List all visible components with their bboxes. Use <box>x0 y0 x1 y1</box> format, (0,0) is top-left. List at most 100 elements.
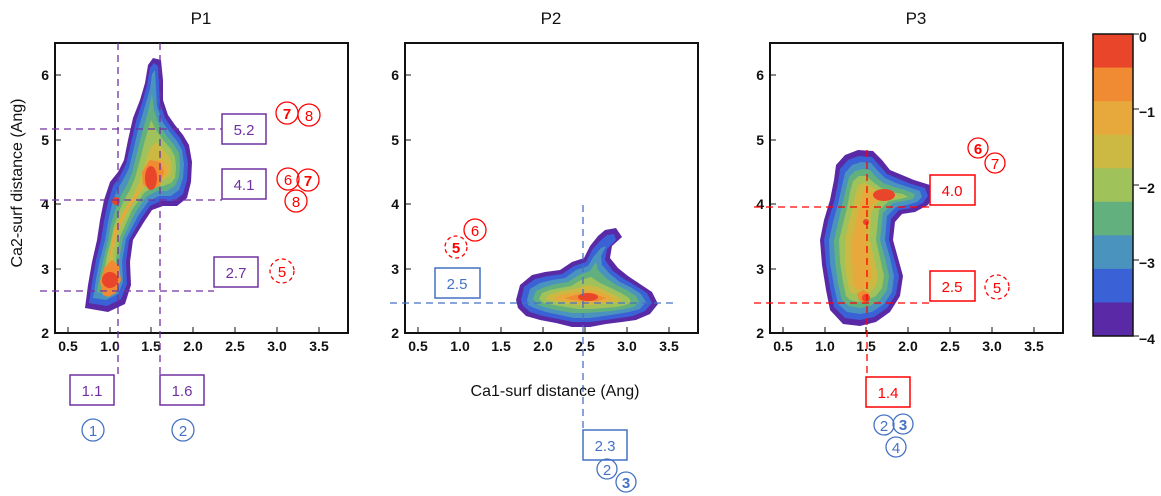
state-marker-label: 6 <box>974 141 982 158</box>
state-marker <box>615 471 637 493</box>
y-axis-title: Ca2-surf distance (Ang) <box>9 99 26 268</box>
x-tick-label: 0.5 <box>58 338 78 354</box>
minimum-p3-a <box>873 189 895 201</box>
guide-lines-p2 <box>390 205 676 430</box>
state-marker-label: 6 <box>471 223 479 240</box>
guide-label-box <box>434 267 481 299</box>
x-tick-labels-p3: 0.5 1.0 1.5 2.0 2.5 3.0 3.5 <box>773 338 1044 354</box>
guide-label-1.6: 1.6 <box>172 383 193 400</box>
state-marker <box>276 167 300 191</box>
contour-map-p2 <box>516 228 658 327</box>
state-marker <box>171 418 195 442</box>
x-tick-label: 3.0 <box>982 338 1002 354</box>
colorbar-levels <box>1093 34 1133 337</box>
colorbar-band <box>1093 201 1133 236</box>
minimum-p1-b <box>145 166 157 190</box>
minimum-p1-a <box>102 272 118 288</box>
colorbar: 0 −1 −2 −3 −4 <box>1092 29 1155 347</box>
guide-label-2.7: 2.7 <box>226 265 247 282</box>
x-tick-label: 2.5 <box>575 338 595 354</box>
state-marker-label: 8 <box>305 108 313 125</box>
contour-map-p1 <box>85 58 192 312</box>
state-marker <box>269 258 295 284</box>
colorbar-tick-label: −3 <box>1139 255 1155 271</box>
x-tick-label: 1.5 <box>491 338 511 354</box>
state-marker-label: 5 <box>278 264 286 281</box>
x-tick-label: 3.0 <box>617 338 637 354</box>
y-tick-label: 2 <box>41 325 49 341</box>
x-ticks-p2 <box>417 327 670 333</box>
x-tick-label: 3.5 <box>659 338 679 354</box>
state-marker-label: 4 <box>892 440 900 457</box>
y-tick-label: 4 <box>756 196 764 212</box>
y-tick-label: 3 <box>391 261 399 277</box>
y-tick-labels-p1: 2 3 4 5 6 <box>41 67 49 341</box>
contour-level-01 <box>852 190 893 290</box>
guide-label-box <box>69 374 115 406</box>
y-tick-labels-p2: 2 3 4 5 6 <box>391 67 399 341</box>
state-marker <box>297 103 321 127</box>
state-marker-label: 5 <box>452 240 460 257</box>
x-tick-labels-p2: 0.5 1.0 1.5 2.0 2.5 3.0 3.5 <box>408 338 679 354</box>
state-marker-label: 2 <box>880 418 888 435</box>
x-tick-label: 2.0 <box>533 338 553 354</box>
colorbar-band <box>1093 235 1133 270</box>
y-ticks-p2 <box>405 74 411 334</box>
colorbar-band <box>1093 302 1133 337</box>
y-tick-label: 2 <box>391 325 399 341</box>
guide-label-5.2: 5.2 <box>234 122 255 139</box>
y-tick-label: 3 <box>756 261 764 277</box>
state-marker-label: 2 <box>179 423 187 440</box>
guide-label-box <box>159 374 205 406</box>
guide-label-2.3: 2.3 <box>595 438 616 455</box>
state-marker <box>873 414 895 436</box>
x-tick-label: 2.5 <box>940 338 960 354</box>
state-marker-label: 1 <box>89 423 97 440</box>
guide-lines-p1 <box>40 43 222 375</box>
y-tick-labels-p3: 2 3 4 5 6 <box>756 67 764 341</box>
guide-lines-p3 <box>754 150 930 377</box>
panel-p1: P1 0.5 1.0 <box>40 9 349 442</box>
y-tick-label: 4 <box>41 196 49 212</box>
x-tick-label: 2.5 <box>225 338 245 354</box>
y-tick-label: 6 <box>756 67 764 83</box>
y-ticks-p1 <box>55 74 61 334</box>
state-marker-label: 7 <box>304 173 312 190</box>
colorbar-tick-label: −4 <box>1139 331 1155 347</box>
panel-title-p2: P2 <box>541 9 562 28</box>
panel-title-p1: P1 <box>191 9 212 28</box>
colorbar-ticks <box>1133 33 1139 337</box>
guide-label-box <box>865 376 911 408</box>
guide-label-box <box>582 429 628 461</box>
guide-label-box <box>929 270 976 302</box>
y-tick-label: 2 <box>756 325 764 341</box>
state-marker <box>444 235 468 259</box>
state-marker <box>284 189 308 213</box>
x-tick-label: 1.5 <box>856 338 876 354</box>
colorbar-tick-label: 0 <box>1139 29 1147 45</box>
colorbar-band <box>1093 168 1133 203</box>
state-marker <box>892 413 914 435</box>
state-marker <box>984 274 1010 300</box>
x-tick-label: 0.5 <box>408 338 428 354</box>
contour-map-p3 <box>820 150 934 326</box>
colorbar-band <box>1093 67 1133 102</box>
state-marker <box>463 218 487 242</box>
x-tick-labels-p1: 0.5 1.0 1.5 2.0 2.5 3.0 3.5 <box>58 338 329 354</box>
x-tick-label: 3.5 <box>1024 338 1044 354</box>
y-tick-label: 5 <box>41 132 49 148</box>
state-marker-label: 3 <box>899 417 907 434</box>
x-axis-title: Ca1-surf distance (Ang) <box>471 383 640 400</box>
minimum-p2-a <box>578 293 598 301</box>
y-tick-label: 5 <box>391 132 399 148</box>
y-tick-label: 6 <box>391 67 399 83</box>
state-marker <box>885 436 907 458</box>
x-tick-label: 3.5 <box>309 338 329 354</box>
state-marker-label: 3 <box>622 475 630 492</box>
state-marker <box>81 418 105 442</box>
colorbar-band <box>1093 268 1133 303</box>
x-tick-label: 3.0 <box>267 338 287 354</box>
y-tick-label: 4 <box>391 196 399 212</box>
x-ticks-p1 <box>67 327 320 333</box>
